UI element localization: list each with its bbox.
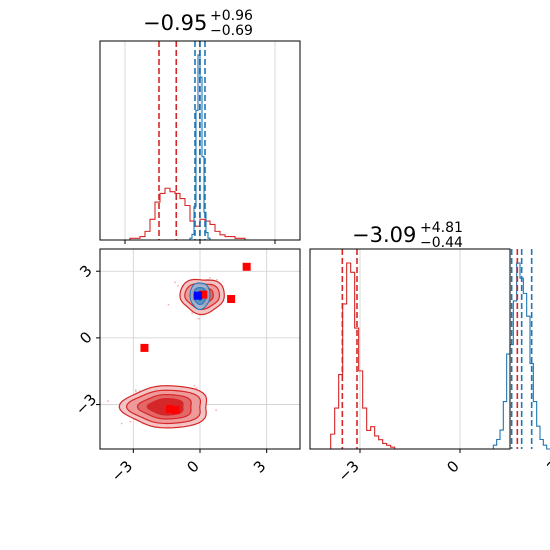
red-marker [199,290,208,299]
hist-line [188,54,212,241]
blue-marker [193,291,202,300]
hist-panel-param1: −0.95 +0.96 −0.69 [99,8,301,244]
scatter-point [197,317,200,320]
x-tick-label: 3 [250,457,269,476]
scatter-point [191,312,193,315]
scatter-point [215,409,217,411]
x-tick-label: 3 [543,457,550,476]
scatter-point [195,387,198,389]
red-marker [242,262,251,271]
point-markers [140,262,251,415]
x-tick-labels: −3 0 3 [334,457,550,485]
red-marker [166,405,174,413]
scatter-point [167,303,170,306]
scatter-point [107,400,109,402]
quantile-lines [341,249,533,449]
scatter-point [174,281,176,284]
x-ticks [124,240,276,244]
x-tick-label: −3 [108,457,136,485]
title-param2: −3.09 [352,223,416,247]
grid [359,249,461,449]
hist-line [125,187,250,241]
title-value: −0.95 [143,11,207,35]
title-lower-error: −0.44 [420,235,463,251]
hist-series [326,262,550,450]
x-tick-label: 0 [443,457,462,476]
hist-series [125,54,250,241]
title-upper-error: +0.96 [210,8,253,24]
hist-line [326,262,399,450]
red-marker [227,295,236,303]
hist-line [490,262,550,450]
red-marker [140,343,149,352]
hist-panel-param2: −3 0 3 −3.09 +4.81 −0.44 [309,220,550,485]
title-value: −3.09 [352,223,416,247]
x-ticks [359,449,461,453]
red-marker [171,406,180,415]
scatter-point [177,284,179,287]
title-param1: −0.95 [143,11,207,35]
scatter-point [134,389,137,392]
scatter-point [193,384,196,387]
contour-panel: −3 0 3 3 0 −3 [72,248,301,485]
scatter-point [216,278,218,281]
scatter-point [209,276,211,279]
scatter-point [120,422,123,425]
y-tick-label: −3 [72,390,100,418]
scatter-point [135,390,137,393]
scatter-point [129,420,132,423]
x-tick-labels: −3 0 3 [108,457,270,485]
axes-frame [309,248,511,450]
y-tick-label: 3 [76,261,95,280]
x-tick-label: 0 [183,457,202,476]
y-tick-labels: 3 0 −3 [72,261,100,418]
axis-ticks [96,270,268,453]
title-lower-error: −0.69 [210,23,253,39]
quantile-lines [158,41,206,240]
title-upper-error: +4.81 [420,220,463,236]
x-tick-label: −3 [334,457,362,485]
y-tick-label: 0 [76,328,95,347]
